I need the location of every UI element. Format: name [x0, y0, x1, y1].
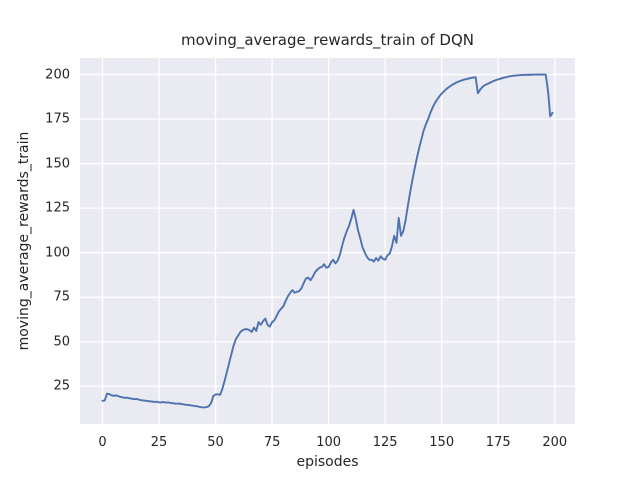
x-tick-label: 25: [150, 435, 168, 450]
y-tick-label: 25: [53, 378, 70, 394]
x-tick-label: 100: [316, 435, 342, 450]
y-tick-label: 200: [45, 67, 70, 83]
y-tick-label: 125: [45, 200, 70, 216]
line-chart-svg: [80, 58, 575, 424]
x-tick-label: 0: [98, 435, 107, 450]
x-tick-label: 175: [485, 435, 511, 450]
x-tick-label: 75: [263, 435, 281, 450]
x-tick-label: 200: [542, 435, 568, 450]
plot-area: [80, 58, 575, 424]
y-tick-label: 150: [45, 156, 70, 172]
y-tick-label: 100: [45, 245, 70, 261]
y-tick-label: 175: [45, 111, 70, 127]
x-tick-label: 125: [372, 435, 398, 450]
x-tick-label: 50: [207, 435, 224, 450]
y-tick-label: 50: [53, 334, 70, 350]
x-axis-label: episodes: [296, 454, 359, 470]
chart-title: moving_average_rewards_train of DQN: [180, 31, 475, 49]
gridlines: [80, 58, 575, 424]
y-tick-label: 75: [53, 289, 70, 305]
x-tick-label: 150: [429, 435, 455, 450]
reward-line-series: [101, 73, 554, 409]
